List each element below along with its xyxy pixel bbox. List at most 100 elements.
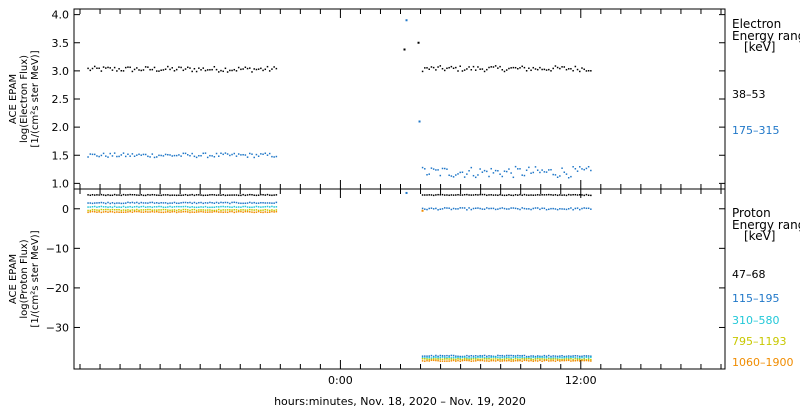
data-point bbox=[96, 67, 98, 69]
data-point bbox=[497, 354, 499, 357]
data-point bbox=[477, 356, 479, 358]
data-point bbox=[576, 194, 579, 196]
data-point bbox=[100, 211, 103, 214]
data-point bbox=[426, 358, 428, 360]
data-point bbox=[153, 202, 156, 204]
data-point bbox=[570, 360, 572, 362]
data-point bbox=[100, 205, 103, 208]
data-point bbox=[441, 354, 444, 357]
series-points bbox=[87, 191, 592, 358]
data-point bbox=[215, 201, 218, 204]
data-point bbox=[492, 356, 495, 358]
data-point bbox=[275, 210, 278, 213]
data-point bbox=[567, 177, 570, 179]
data-point bbox=[492, 194, 495, 196]
data-point bbox=[167, 153, 169, 156]
data-point bbox=[127, 206, 129, 208]
data-point bbox=[457, 193, 459, 196]
data-point bbox=[136, 194, 138, 196]
data-point bbox=[268, 70, 271, 72]
data-point bbox=[240, 194, 242, 197]
data-point bbox=[180, 194, 182, 197]
data-point bbox=[448, 355, 450, 357]
data-point bbox=[175, 154, 178, 157]
data-point bbox=[262, 194, 264, 196]
data-point bbox=[430, 167, 433, 169]
data-point bbox=[129, 66, 131, 69]
data-point bbox=[448, 356, 450, 359]
data-point bbox=[435, 169, 437, 171]
data-point bbox=[229, 69, 231, 72]
data-point bbox=[231, 210, 233, 213]
data-point bbox=[171, 67, 173, 69]
data-point bbox=[437, 355, 439, 358]
data-point bbox=[545, 69, 548, 71]
data-point bbox=[525, 358, 528, 360]
data-point bbox=[439, 194, 442, 196]
data-point bbox=[255, 153, 258, 156]
data-point bbox=[158, 205, 160, 208]
data-point bbox=[251, 206, 253, 209]
data-point bbox=[131, 206, 134, 209]
data-point bbox=[87, 156, 89, 158]
data-point bbox=[211, 202, 213, 204]
data-point bbox=[102, 152, 105, 155]
data-point bbox=[213, 202, 216, 204]
data-point bbox=[545, 359, 548, 362]
data-point bbox=[160, 209, 162, 211]
data-point bbox=[140, 211, 142, 213]
data-point bbox=[175, 211, 178, 214]
data-point bbox=[556, 194, 559, 197]
data-point bbox=[499, 173, 501, 175]
data-point bbox=[147, 155, 149, 158]
data-point bbox=[452, 207, 455, 210]
data-point bbox=[550, 358, 552, 360]
data-point bbox=[129, 205, 131, 208]
y-tick-label: 2.5 bbox=[52, 93, 70, 106]
data-point bbox=[206, 209, 209, 211]
data-point bbox=[153, 194, 156, 196]
data-point bbox=[556, 358, 559, 361]
data-point bbox=[510, 354, 512, 357]
data-point bbox=[242, 68, 244, 70]
data-point bbox=[144, 209, 147, 211]
data-point bbox=[195, 211, 198, 213]
data-point bbox=[470, 208, 473, 211]
data-point bbox=[556, 359, 559, 362]
data-point bbox=[443, 355, 446, 357]
data-point bbox=[574, 168, 577, 170]
data-point bbox=[164, 194, 167, 196]
data-point bbox=[552, 358, 554, 360]
data-point bbox=[149, 156, 151, 158]
data-point bbox=[435, 359, 437, 362]
data-point bbox=[521, 194, 523, 196]
data-point bbox=[180, 66, 182, 69]
data-point bbox=[202, 206, 205, 208]
data-point bbox=[193, 194, 196, 197]
data-point bbox=[91, 208, 94, 211]
data-point bbox=[93, 194, 96, 196]
data-point bbox=[246, 67, 249, 70]
data-point bbox=[220, 152, 222, 155]
data-point bbox=[204, 152, 207, 154]
data-point bbox=[585, 355, 588, 357]
data-point bbox=[169, 211, 171, 213]
data-point bbox=[499, 207, 501, 210]
data-point bbox=[89, 202, 92, 204]
data-point bbox=[178, 194, 180, 196]
data-point bbox=[111, 155, 114, 157]
data-point bbox=[193, 201, 196, 204]
data-point bbox=[109, 202, 111, 205]
data-point bbox=[443, 69, 446, 72]
data-point bbox=[191, 211, 193, 213]
data-point bbox=[430, 207, 433, 209]
data-point bbox=[189, 154, 191, 157]
data-point bbox=[264, 208, 267, 211]
data-point bbox=[517, 358, 519, 361]
data-point bbox=[505, 208, 508, 210]
data-point bbox=[545, 171, 548, 173]
data-point bbox=[253, 68, 255, 70]
data-point bbox=[517, 168, 519, 170]
data-point bbox=[455, 174, 457, 176]
